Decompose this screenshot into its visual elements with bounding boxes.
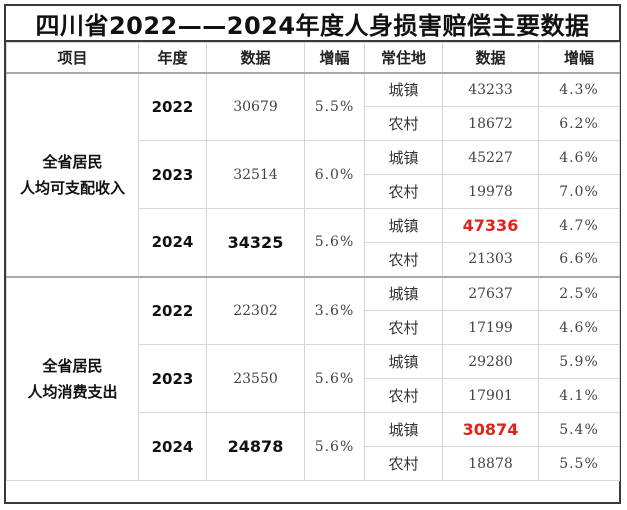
residence-cell: 农村 — [364, 310, 443, 345]
residence-growth-cell: 5.5% — [538, 446, 620, 481]
value-cell: 22302 — [206, 275, 305, 345]
value-cell: 32514 — [206, 140, 305, 209]
table-row: 2023 23550 5.6% 城镇 29280 5.9% — [7, 344, 620, 413]
header-growth-residence: 增幅 — [538, 42, 620, 74]
header-item: 项目 — [6, 42, 139, 74]
residence-value-cell: 29280 — [442, 344, 539, 379]
table-row: 2024 24878 5.6% 城镇 30874 5.4% — [7, 412, 620, 481]
table-row: 农村 19978 7.0% — [7, 174, 620, 209]
year-cell: 2024 — [138, 208, 207, 277]
residence-value-cell-highlight: 47336 — [442, 208, 539, 243]
section-label-line1: 全省居民 — [42, 356, 103, 375]
header-row: 项目 年度 数据 增幅 常住地 数据 增幅 — [6, 42, 620, 74]
growth-cell: 5.6% — [304, 412, 365, 481]
residence-cell: 城镇 — [364, 72, 443, 107]
residence-growth-cell: 4.7% — [538, 208, 620, 243]
table-row: 农村 18878 5.5% — [7, 446, 620, 481]
table-row: 农村 17901 4.1% — [7, 378, 620, 413]
year-cell: 2022 — [138, 275, 207, 345]
data-table-frame: 四川省2022——2024年度人身损害赔偿主要数据 项目 年度 数据 增幅 常住… — [4, 4, 621, 504]
table-row: 2024 34325 5.6% 城镇 47336 4.7% — [7, 208, 620, 277]
residence-value-cell: 18672 — [442, 106, 539, 141]
residence-cell: 城镇 — [364, 208, 443, 243]
residence-value-cell: 21303 — [442, 242, 539, 277]
section-label-line2: 人均可支配收入 — [19, 178, 125, 197]
data-table: 项目 年度 数据 增幅 常住地 数据 增幅 全省居民 人均可支配收入 2022 … — [6, 42, 620, 481]
section-label-income: 全省居民 人均可支配收入 — [6, 72, 139, 277]
residence-value-cell: 27637 — [442, 275, 539, 311]
value-cell: 24878 — [206, 412, 305, 481]
table-row: 农村 18672 6.2% — [7, 106, 620, 141]
header-value-residence: 数据 — [442, 42, 539, 74]
residence-growth-cell: 7.0% — [538, 174, 620, 209]
table-row: 农村 21303 6.6% — [7, 242, 620, 277]
table-row: 农村 17199 4.6% — [7, 310, 620, 345]
growth-cell: 5.6% — [304, 344, 365, 413]
residence-cell: 农村 — [364, 174, 443, 209]
value-cell: 34325 — [206, 208, 305, 277]
residence-cell: 农村 — [364, 106, 443, 141]
residence-cell: 农村 — [364, 242, 443, 277]
section-label-consumption: 全省居民 人均消费支出 — [6, 275, 139, 481]
residence-value-cell: 19978 — [442, 174, 539, 209]
value-cell: 23550 — [206, 344, 305, 413]
section-label-line1: 全省居民 — [42, 152, 103, 171]
table-row: 全省居民 人均可支配收入 2022 30679 5.5% 城镇 43233 4.… — [6, 72, 620, 277]
residence-growth-cell: 6.6% — [538, 242, 620, 277]
residence-value-cell: 18878 — [442, 446, 539, 481]
residence-growth-cell: 6.2% — [538, 106, 620, 141]
header-value: 数据 — [206, 42, 305, 74]
residence-growth-cell: 4.6% — [538, 140, 620, 175]
residence-value-cell-highlight: 30874 — [442, 412, 539, 447]
header-residence: 常住地 — [364, 42, 443, 74]
residence-growth-cell: 4.6% — [538, 310, 620, 345]
residence-growth-cell: 2.5% — [538, 275, 620, 311]
growth-cell: 5.6% — [304, 208, 365, 277]
table-row: 2023 32514 6.0% 城镇 45227 4.6% — [7, 140, 620, 209]
residence-value-cell: 43233 — [442, 72, 539, 107]
residence-value-cell: 17199 — [442, 310, 539, 345]
year-cell: 2023 — [138, 344, 207, 413]
residence-cell: 城镇 — [364, 140, 443, 175]
residence-cell: 城镇 — [364, 344, 443, 379]
growth-cell: 5.5% — [304, 72, 365, 141]
growth-cell: 6.0% — [304, 140, 365, 209]
page-title: 四川省2022——2024年度人身损害赔偿主要数据 — [6, 6, 619, 42]
year-cell: 2022 — [138, 72, 207, 141]
residence-cell: 城镇 — [364, 275, 443, 311]
header-growth: 增幅 — [304, 42, 365, 74]
residence-growth-cell: 5.4% — [538, 412, 620, 447]
residence-cell: 农村 — [364, 378, 443, 413]
residence-growth-cell: 4.1% — [538, 378, 620, 413]
residence-cell: 农村 — [364, 446, 443, 481]
table-row: 全省居民 人均消费支出 2022 22302 3.6% 城镇 27637 2.5… — [6, 275, 620, 481]
residence-value-cell: 45227 — [442, 140, 539, 175]
residence-value-cell: 17901 — [442, 378, 539, 413]
header-year: 年度 — [138, 42, 207, 74]
value-cell: 30679 — [206, 72, 305, 141]
year-cell: 2023 — [138, 140, 207, 209]
residence-cell: 城镇 — [364, 412, 443, 447]
year-cell: 2024 — [138, 412, 207, 481]
residence-growth-cell: 5.9% — [538, 344, 620, 379]
growth-cell: 3.6% — [304, 275, 365, 345]
residence-growth-cell: 4.3% — [538, 72, 620, 107]
section-label-line2: 人均消费支出 — [27, 382, 118, 401]
